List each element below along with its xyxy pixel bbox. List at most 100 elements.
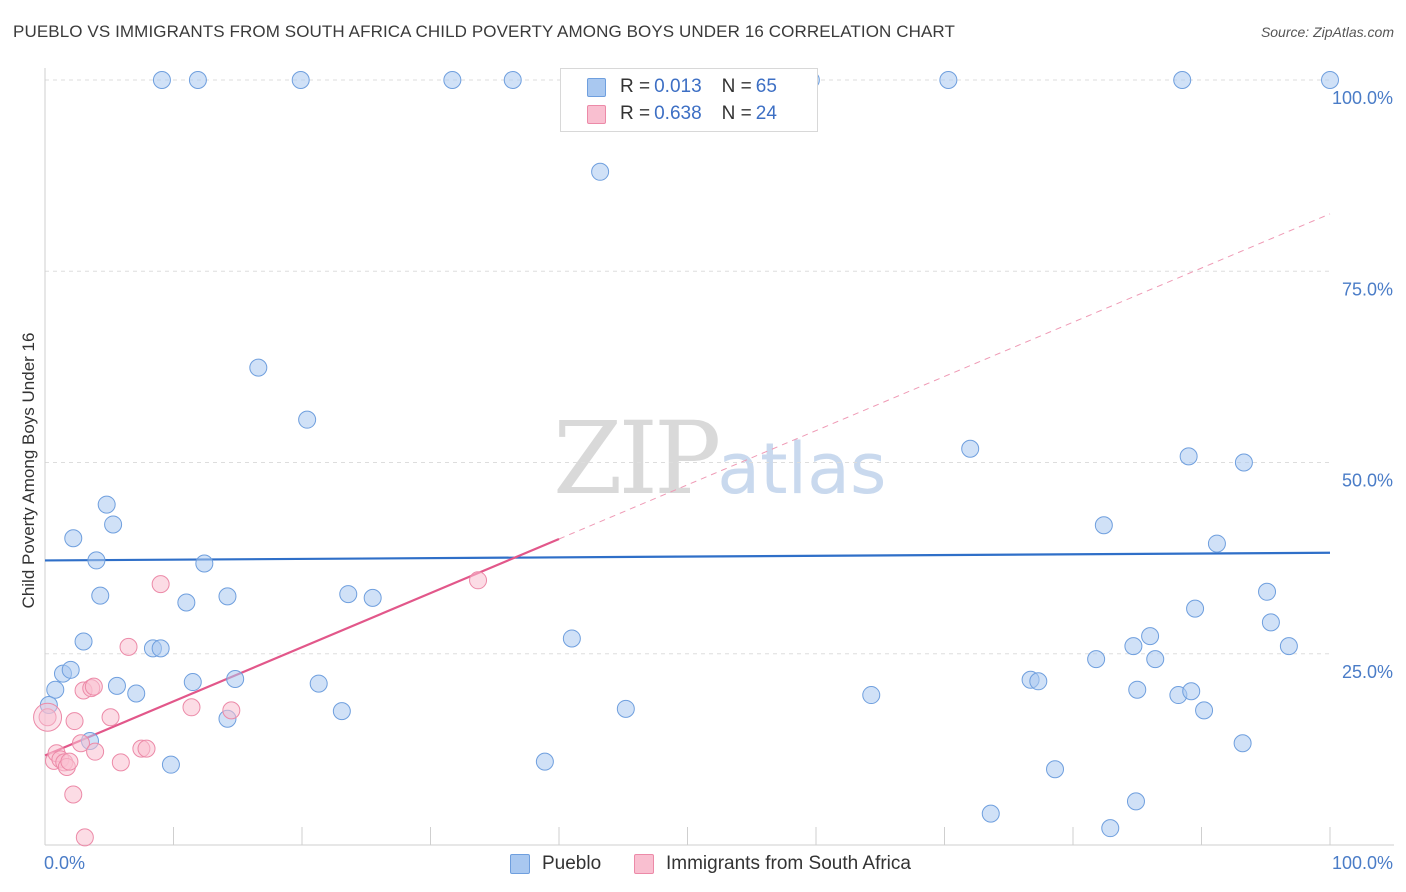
- pueblo-point: [152, 71, 171, 89]
- pueblo-point: [443, 71, 462, 89]
- south-africa-point: [182, 698, 201, 717]
- pueblo-point: [97, 495, 116, 514]
- pueblo-point: [127, 684, 146, 703]
- pueblo-point: [1046, 760, 1065, 779]
- south-africa-point: [38, 708, 57, 727]
- pueblo-point: [1195, 701, 1214, 720]
- grid-lines: [45, 79, 1330, 655]
- pueblo-point: [226, 669, 245, 688]
- south-africa-point: [60, 752, 79, 771]
- pueblo-point: [61, 660, 80, 679]
- pueblo-point: [64, 529, 83, 548]
- legend-r-label: R =: [620, 76, 651, 97]
- bottom-legend-swatch-pueblo: [510, 854, 530, 874]
- pueblo-point: [91, 586, 110, 605]
- legend: R = 0.013 N = 65 R = 0.638 N = 24: [560, 68, 818, 132]
- pueblo-point: [218, 587, 237, 606]
- pueblo-point: [1128, 680, 1147, 699]
- x-tick-label: 100.0%: [1332, 853, 1393, 873]
- pueblo-point: [291, 71, 310, 89]
- data-points: [33, 71, 1339, 847]
- legend-n-label: N =: [721, 76, 752, 97]
- south-africa-point: [65, 712, 84, 731]
- pueblo-point: [1094, 516, 1113, 535]
- south-africa-point: [469, 571, 488, 590]
- pueblo-point: [298, 410, 317, 429]
- south-africa-point: [71, 734, 90, 753]
- south-africa-point: [101, 708, 120, 727]
- legend-n-value: 24: [755, 103, 777, 124]
- south-africa-point-large: [33, 702, 63, 732]
- pueblo-point: [535, 752, 554, 771]
- pueblo-point: [1261, 613, 1280, 632]
- legend-swatch-pueblo: [587, 77, 606, 97]
- pueblo-point: [1233, 734, 1252, 753]
- legend-r-value: 0.013: [654, 76, 702, 97]
- pueblo-point: [1126, 792, 1145, 811]
- south-africa-point: [75, 828, 94, 847]
- south-africa-point: [64, 785, 83, 804]
- bottom-legend-label-south-africa: Immigrants from South Africa: [666, 853, 911, 874]
- south-africa-trend-extension: [558, 213, 1331, 540]
- pueblo-point: [1234, 453, 1253, 472]
- pueblo-point: [309, 674, 328, 693]
- pueblo-point: [161, 755, 180, 774]
- bottom-legend-south-africa: Immigrants from South Africa: [634, 852, 911, 876]
- y-axis-title: Child Poverty Among Boys Under 16: [19, 333, 38, 609]
- pueblo-point: [591, 162, 610, 181]
- pueblo-point: [1182, 682, 1201, 701]
- legend-row-south-africa: R = 0.638 N = 24: [587, 101, 777, 127]
- pueblo-point: [1029, 672, 1048, 691]
- pueblo-point: [939, 71, 958, 89]
- pueblo-point: [981, 804, 1000, 823]
- legend-swatch-south-africa: [587, 104, 606, 124]
- pueblo-point: [1321, 71, 1339, 89]
- legend-n-label: N =: [721, 103, 752, 124]
- pueblo-point: [1124, 637, 1143, 656]
- pueblo-point: [183, 673, 202, 692]
- pueblo-point: [87, 551, 106, 570]
- watermark-zip: ZIP: [553, 400, 721, 517]
- legend-r-value: 0.638: [654, 103, 702, 124]
- pueblo-point: [1087, 650, 1106, 669]
- legend-r-label: R =: [620, 103, 651, 124]
- pueblo-point: [616, 699, 635, 718]
- pueblo-point: [249, 358, 268, 377]
- south-africa-point: [137, 739, 156, 758]
- chart-title: PUEBLO VS IMMIGRANTS FROM SOUTH AFRICA C…: [13, 22, 955, 41]
- pueblo-point: [363, 588, 382, 607]
- pueblo-point: [107, 676, 126, 695]
- south-africa-point: [111, 753, 130, 772]
- y-tick-label: 50.0%: [1342, 471, 1393, 491]
- pueblo-point: [332, 702, 351, 721]
- y-tick-label: 100.0%: [1332, 88, 1393, 108]
- south-africa-point: [222, 701, 241, 720]
- pueblo-point: [1101, 819, 1120, 838]
- pueblo-point: [1186, 599, 1205, 618]
- bottom-legend-label-pueblo: Pueblo: [542, 853, 602, 874]
- pueblo-point: [562, 629, 581, 648]
- pueblo-point: [339, 585, 358, 604]
- pueblo-point: [151, 639, 170, 658]
- pueblo-point: [1279, 637, 1298, 656]
- south-africa-point: [84, 677, 103, 696]
- pueblo-point: [862, 686, 881, 705]
- pueblo-point: [1173, 71, 1192, 89]
- pueblo-point: [46, 680, 65, 699]
- bottom-legend-pueblo: Pueblo: [510, 852, 601, 876]
- bottom-legend-swatch-south-africa: [634, 854, 654, 874]
- pueblo-point: [503, 71, 522, 89]
- watermark-atlas: atlas: [717, 428, 887, 510]
- south-africa-point: [86, 742, 105, 761]
- south-africa-point: [119, 637, 138, 656]
- pueblo-point: [74, 632, 93, 651]
- y-tick-label: 25.0%: [1342, 662, 1393, 682]
- pueblo-point: [1146, 650, 1165, 669]
- pueblo-point: [1207, 534, 1226, 553]
- pueblo-point: [1179, 447, 1198, 466]
- pueblo-point: [961, 439, 980, 458]
- pueblo-point: [104, 515, 123, 534]
- pueblo-trend-line: [44, 551, 1331, 562]
- legend-row-pueblo: R = 0.013 N = 65: [587, 74, 777, 100]
